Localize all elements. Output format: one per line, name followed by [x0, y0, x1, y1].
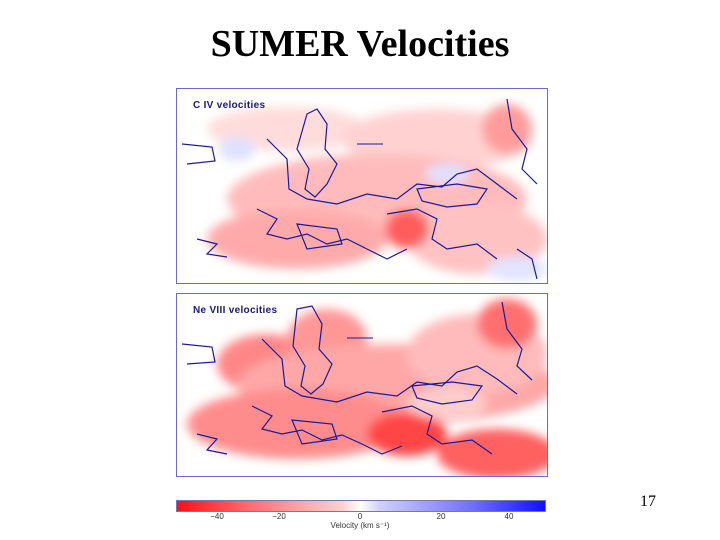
civ-map-image	[177, 89, 547, 283]
colorbar-gradient	[176, 500, 546, 512]
colorbar-tick: 0	[357, 512, 363, 521]
colorbar-tick: −40	[210, 512, 224, 521]
velocity-figure: C IV velocities	[172, 76, 548, 532]
colorbar-label: Velocity (km s⁻¹)	[330, 521, 390, 530]
colorbar-tick: 20	[436, 512, 446, 521]
slide-title: SUMER Velocities	[210, 23, 510, 65]
page-number: 17	[640, 493, 656, 510]
civ-panel-label: C IV velocities	[193, 100, 266, 111]
colorbar-tick: −20	[272, 512, 286, 521]
civ-velocity-map: C IV velocities	[176, 88, 548, 284]
neviii-map-image	[177, 294, 547, 476]
neviii-panel-label: Ne VIII velocities	[193, 305, 278, 316]
neviii-velocity-map: Ne VIII velocities	[176, 293, 548, 477]
velocity-colorbar: −40 −20 0 20 40 Velocity (km s⁻¹)	[176, 500, 546, 532]
colorbar-tick: 40	[504, 512, 514, 521]
